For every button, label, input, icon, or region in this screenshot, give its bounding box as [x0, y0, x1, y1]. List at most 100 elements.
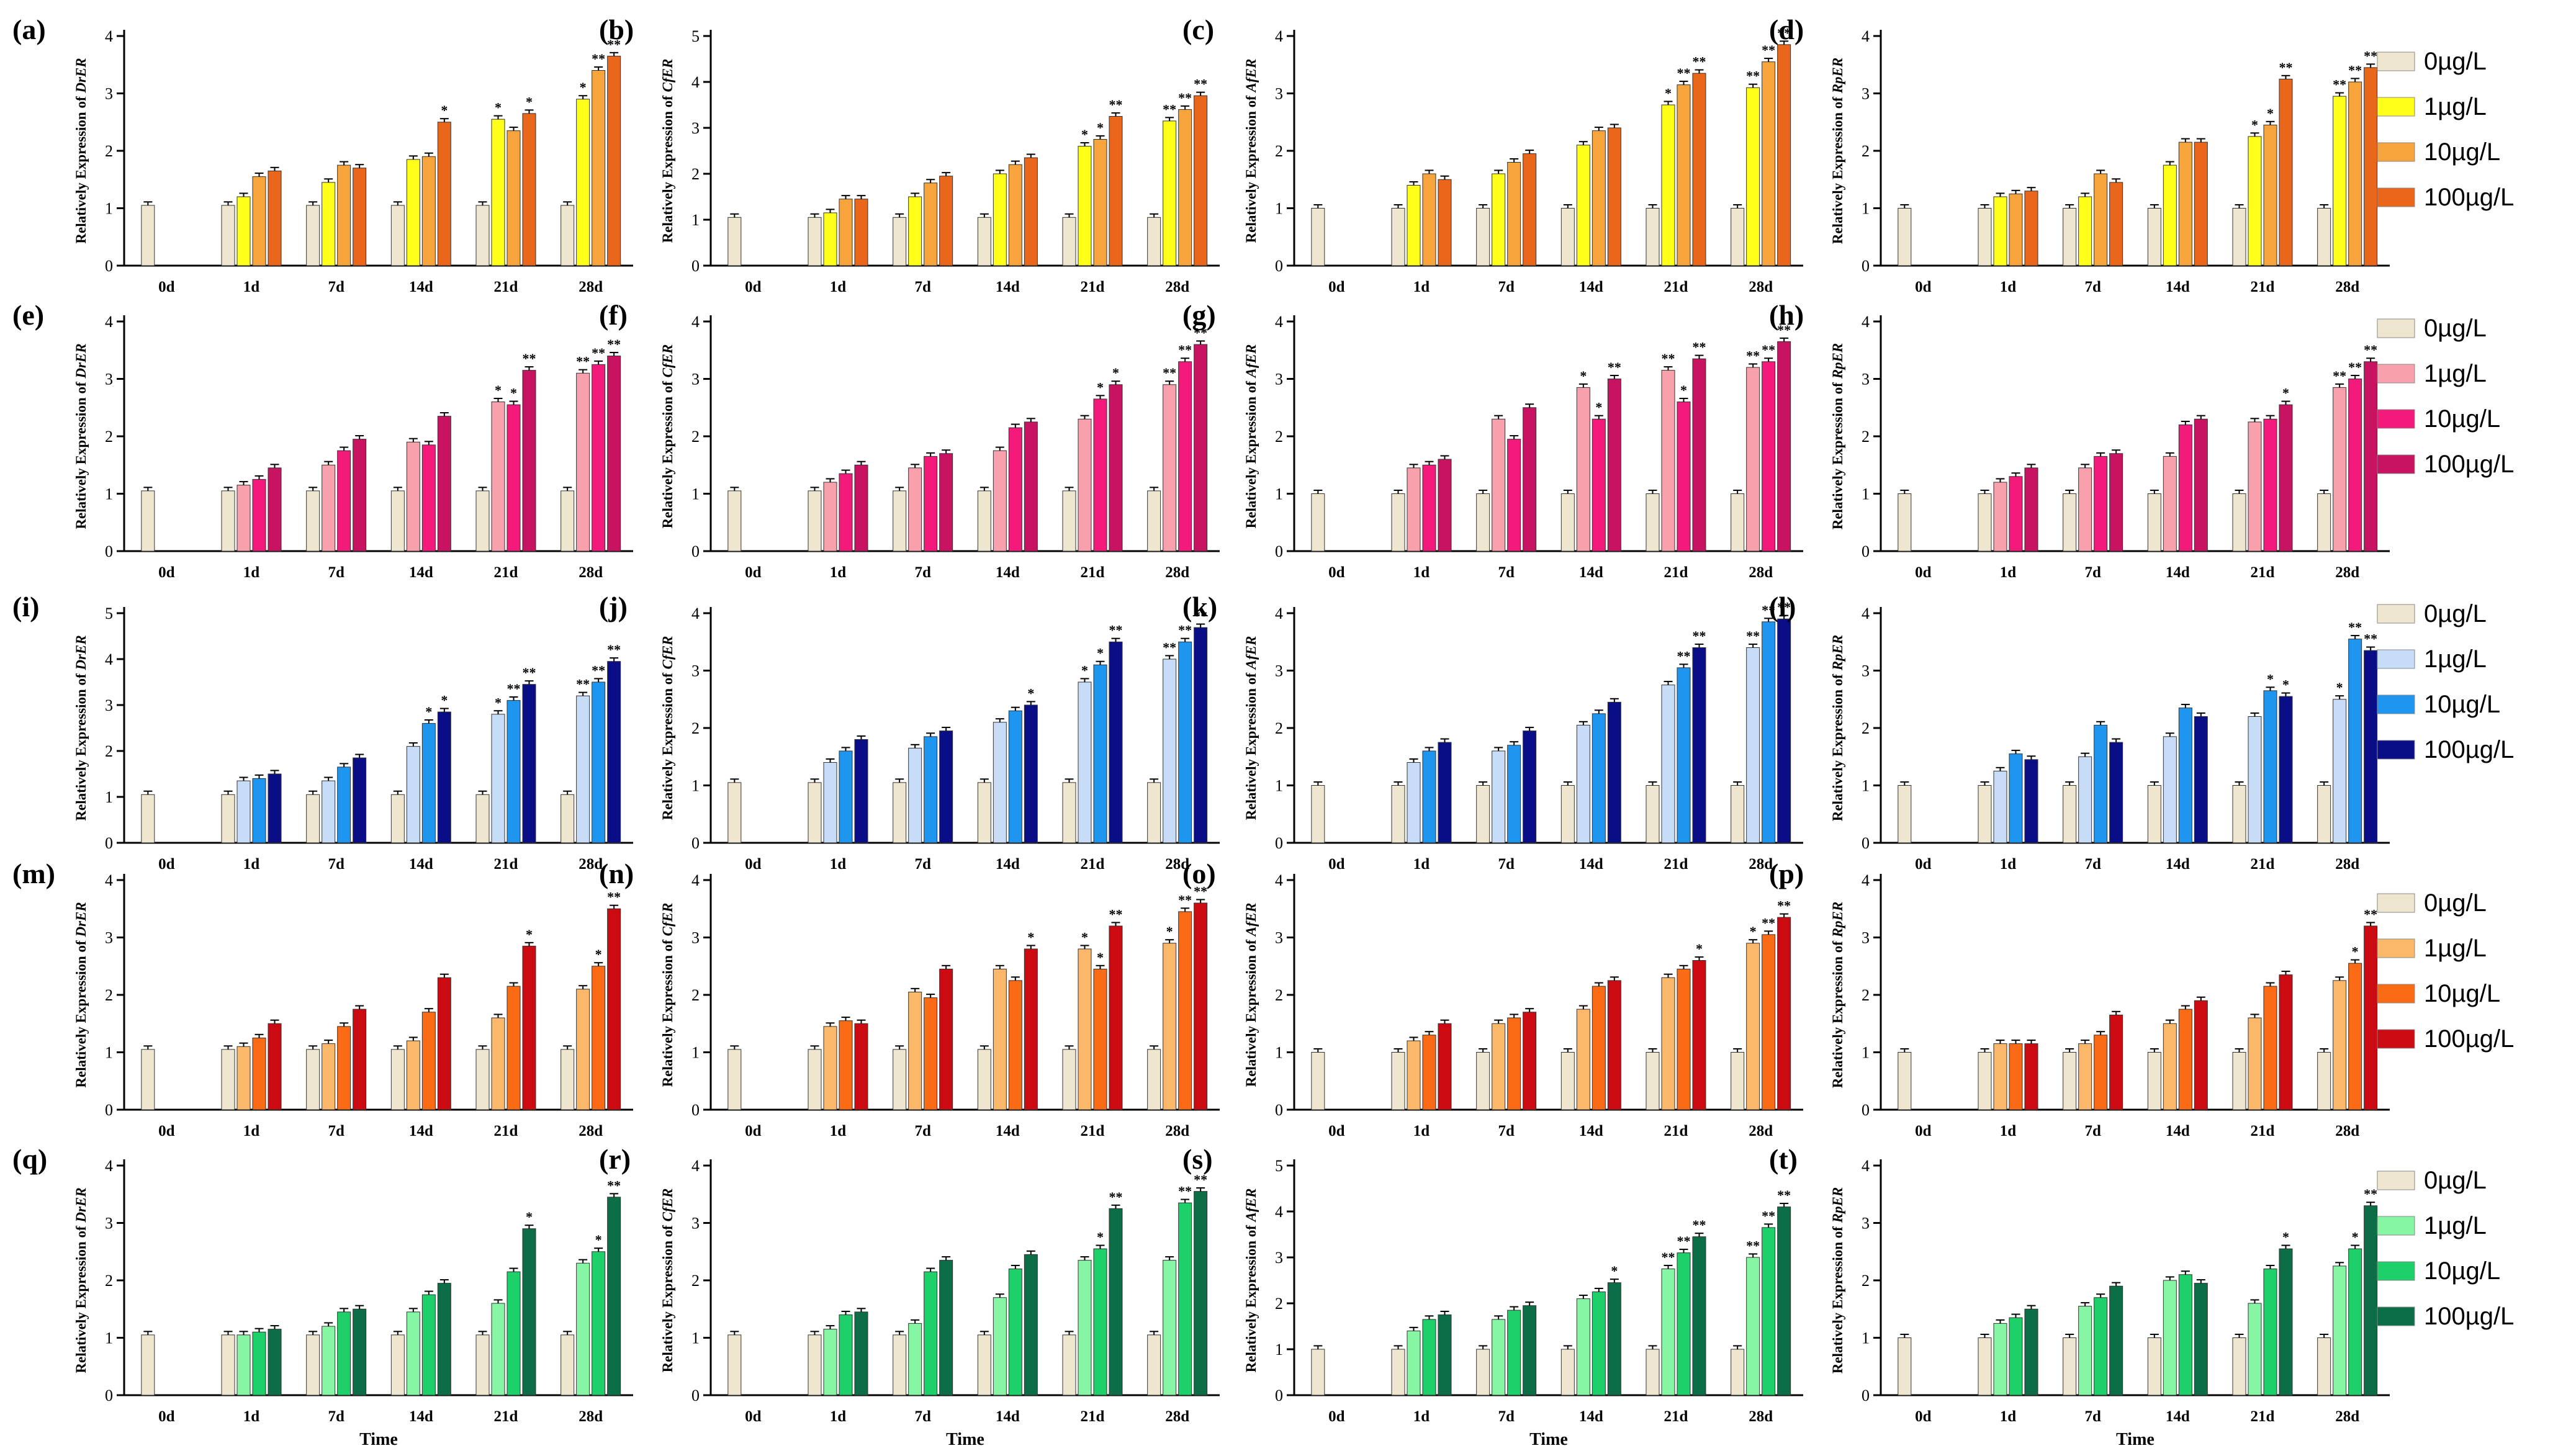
- bar: [1178, 641, 1192, 843]
- significance-mark: *: [1680, 382, 1687, 398]
- bar: [1777, 618, 1791, 843]
- gene-name: RpER: [1830, 343, 1845, 380]
- y-tick-label: 4: [691, 1157, 700, 1175]
- x-tick-label: 28d: [1749, 279, 1773, 295]
- significance-mark: **: [1693, 1217, 1706, 1233]
- x-tick-label: 1d: [2000, 1123, 2017, 1139]
- significance-mark: *: [526, 94, 533, 109]
- bar: [1746, 1257, 1760, 1396]
- x-axis-label: Time: [2116, 1430, 2155, 1449]
- bar: [1008, 710, 1022, 843]
- bar: [1194, 902, 1208, 1110]
- significance-mark: **: [2364, 1186, 2377, 1202]
- bar: [1762, 621, 1776, 843]
- significance-mark: *: [2267, 671, 2274, 686]
- y-axis-label: Relatively Expression of CfER: [660, 59, 675, 243]
- y-axis-label: Relatively Expression of CfER: [660, 1189, 675, 1373]
- x-tick-label: 21d: [1081, 856, 1105, 873]
- y-tick-label: 1: [1275, 485, 1283, 503]
- legend-swatch: [2377, 318, 2415, 338]
- bar: [1407, 467, 1421, 552]
- legend-label: 10µg/L: [2424, 980, 2500, 1007]
- significance-mark: **: [1677, 648, 1691, 663]
- bar: [1576, 724, 1590, 843]
- bar: [1163, 384, 1177, 552]
- y-tick-label: 4: [105, 27, 113, 45]
- bar: [939, 968, 953, 1110]
- gene-name: AfER: [1243, 903, 1259, 938]
- bar: [322, 182, 336, 266]
- bar: [1062, 490, 1076, 552]
- gene-name: DrER: [73, 902, 89, 937]
- legend-label: 10µg/L: [2424, 405, 2500, 433]
- bar: [839, 473, 853, 552]
- y-axis-label: Relatively Expression of AfER: [1243, 636, 1259, 820]
- legend-label: 0µg/L: [2424, 1167, 2487, 1194]
- bar: [306, 205, 320, 266]
- bar: [322, 1326, 336, 1396]
- significance-mark: *: [595, 946, 602, 962]
- y-axis-label: Relatively Expression of DrER: [73, 1187, 89, 1373]
- bar: [993, 450, 1007, 552]
- significance-mark: *: [1097, 1229, 1104, 1245]
- bar: [236, 1046, 251, 1110]
- bar: [1311, 1349, 1325, 1396]
- y-tick-label: 4: [105, 650, 113, 668]
- bar: [1898, 1052, 1912, 1110]
- x-tick-label: 7d: [1498, 1123, 1515, 1139]
- panel-o: (o) 0 1 2 3 4 Relatively Expression of AfER 0d 1…: [1182, 858, 1803, 1139]
- bar: [2333, 699, 2347, 843]
- gene-name: CfER: [660, 59, 675, 92]
- bar: [1438, 459, 1452, 552]
- bar: [1438, 742, 1452, 843]
- bar: [390, 1334, 405, 1396]
- bar: [1507, 1310, 1521, 1396]
- y-axis-label: Relatively Expression of RpER: [1830, 635, 1845, 822]
- bar: [1692, 73, 1706, 266]
- bar: [1507, 745, 1521, 843]
- significance-mark: **: [2364, 342, 2377, 357]
- significance-mark: **: [523, 351, 536, 366]
- x-tick-label: 21d: [1081, 564, 1105, 581]
- x-tick-label: 14d: [996, 1123, 1020, 1139]
- x-tick-label: 14d: [1579, 279, 1603, 295]
- bar: [1523, 407, 1537, 552]
- y-tick-label: 1: [1275, 777, 1283, 795]
- bar: [2232, 493, 2246, 552]
- bar: [2232, 208, 2246, 266]
- bar: [421, 723, 436, 843]
- bar: [1194, 1191, 1208, 1396]
- bar: [1661, 977, 1675, 1110]
- bar: [2078, 467, 2092, 552]
- significance-mark: **: [1693, 54, 1706, 70]
- x-tick-label: 14d: [996, 279, 1020, 295]
- gene-name: CfER: [660, 636, 675, 670]
- significance-mark: **: [1194, 883, 1207, 899]
- bar: [1024, 157, 1038, 266]
- significance-mark: *: [2251, 117, 2258, 132]
- panel-label: (a): [12, 14, 46, 45]
- bar: [576, 99, 590, 266]
- bar: [1607, 980, 1621, 1110]
- x-tick-label: 0d: [745, 564, 762, 581]
- bar: [1109, 925, 1123, 1110]
- significance-mark: **: [1178, 342, 1192, 357]
- bar: [1311, 208, 1325, 266]
- bar: [1661, 104, 1675, 266]
- bar: [1147, 217, 1161, 266]
- x-tick-label: 7d: [2084, 279, 2101, 295]
- significance-mark: **: [2333, 368, 2346, 384]
- x-tick-label: 7d: [328, 856, 344, 873]
- bar: [1422, 750, 1436, 843]
- significance-mark: **: [1194, 76, 1207, 92]
- bar: [2317, 785, 2331, 843]
- x-tick-label: 28d: [1165, 279, 1189, 295]
- y-tick-label: 4: [1862, 313, 1870, 331]
- x-tick-label: 0d: [745, 856, 762, 873]
- bar: [1576, 1298, 1590, 1396]
- bar: [561, 794, 575, 843]
- bar: [1422, 173, 1436, 266]
- bar: [727, 782, 742, 843]
- significance-mark: *: [1027, 685, 1034, 701]
- bar: [939, 176, 953, 266]
